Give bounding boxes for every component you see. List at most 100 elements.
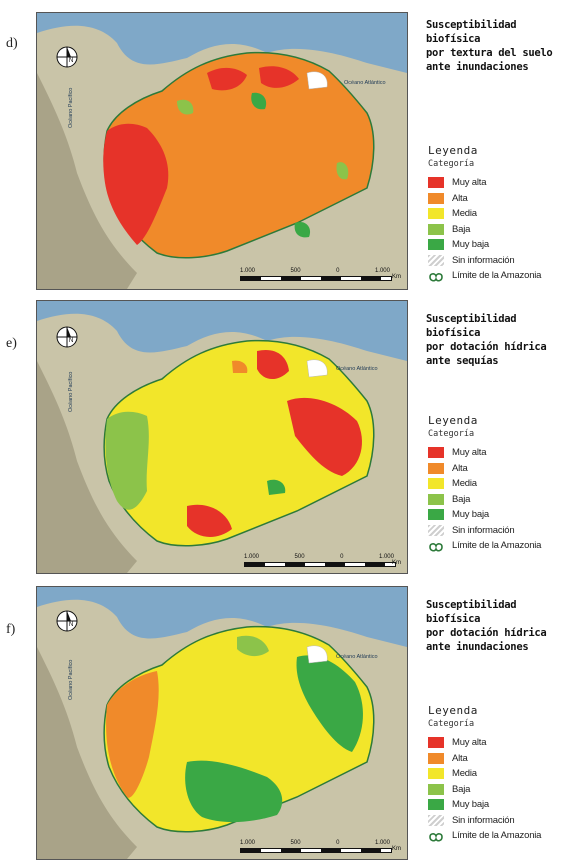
- legend-label: Sin información: [452, 524, 515, 536]
- boundary-outline-icon: [428, 270, 444, 282]
- swatch-alta: [428, 752, 444, 764]
- legend-item: Alta: [428, 191, 576, 207]
- north-arrow-icon: N: [56, 610, 78, 637]
- swatch-muy-baja: [428, 239, 444, 251]
- legend-title: Leyenda: [428, 704, 478, 717]
- map-textura-inundaciones: [36, 12, 408, 290]
- panel-letter: e): [6, 336, 17, 351]
- north-arrow-icon: N: [56, 46, 78, 73]
- panel-letter: f): [6, 622, 16, 637]
- legend-label: Media: [452, 478, 477, 490]
- boundary-outline-icon: [428, 830, 444, 842]
- panel-f: f) N Océano Atlántico Océano Pacífico 1.…: [0, 582, 578, 867]
- swatch-muy-alta: [428, 737, 444, 749]
- legend-label: Muy alta: [452, 447, 487, 459]
- legend-label: Sin información: [452, 814, 515, 826]
- svg-text:N: N: [69, 622, 73, 628]
- panel-e: e) N Océano Atlántico Océano Pacífico 1.…: [0, 296, 578, 579]
- scale-tick: 1.000: [374, 840, 390, 846]
- legend-title: Leyenda: [428, 414, 478, 427]
- legend-item: Muy baja: [428, 507, 576, 523]
- legend-label: Alta: [452, 192, 468, 204]
- legend-item: Baja: [428, 782, 576, 798]
- scale-unit: Km: [392, 560, 401, 566]
- swatch-baja: [428, 223, 444, 235]
- legend-subtitle: Categoría: [428, 159, 475, 169]
- legend-item: Sin información: [428, 253, 576, 269]
- swatch-media: [428, 208, 444, 220]
- legend-item: Muy baja: [428, 797, 576, 813]
- legend-label: Baja: [452, 783, 471, 795]
- ocean-atlantic-label: Océano Atlántico: [336, 366, 378, 372]
- legend-item: Límite de la Amazonia: [428, 828, 576, 844]
- map-dotacion-inundaciones: [36, 586, 408, 860]
- scale-tick: 1.000: [240, 840, 256, 846]
- swatch-muy-alta: [428, 447, 444, 459]
- amazon-region: [103, 339, 375, 547]
- map-canvas: [37, 587, 407, 859]
- legend-label: Sin información: [452, 254, 515, 266]
- scale-tick: 500: [294, 554, 305, 560]
- legend-label: Baja: [452, 493, 471, 505]
- legend-label: Muy baja: [452, 239, 489, 251]
- title-line: ante inundaciones: [426, 61, 529, 73]
- scale-bar-label: 1.000 500 0 1.000: [240, 840, 390, 846]
- legend-item: Muy alta: [428, 175, 576, 191]
- scale-unit: Km: [392, 846, 401, 852]
- scale-bar: [240, 848, 392, 853]
- ocean-pacific-label: Océano Pacífico: [68, 659, 74, 700]
- legend-label: Muy baja: [452, 509, 489, 521]
- legend-label: Límite de la Amazonia: [452, 270, 542, 282]
- scale-bar-label: 1.000 500 0 1.000: [240, 268, 390, 274]
- panel-letter: d): [6, 36, 18, 51]
- boundary-outline-icon: [428, 540, 444, 552]
- legend-label: Alta: [452, 752, 468, 764]
- legend-item: Alta: [428, 751, 576, 767]
- scale-bar-label: 1.000 500 0 1.000: [244, 554, 394, 560]
- scale-tick: 500: [290, 840, 301, 846]
- legend-item: Límite de la Amazonia: [428, 268, 576, 284]
- swatch-media: [428, 768, 444, 780]
- legend: Leyenda Categoría Muy alta Alta Media Ba…: [428, 704, 576, 844]
- legend-item: Sin información: [428, 813, 576, 829]
- panel-title: Susceptibilidad biofísica por dotación h…: [426, 598, 576, 654]
- ocean-atlantic-label: Océano Atlántico: [336, 654, 378, 660]
- map-canvas: [37, 301, 407, 573]
- legend: Leyenda Categoría Muy alta Alta Media Ba…: [428, 144, 576, 284]
- legend-item: Muy alta: [428, 735, 576, 751]
- scale-tick: 1.000: [244, 554, 260, 560]
- legend-item: Baja: [428, 492, 576, 508]
- legend-label: Límite de la Amazonia: [452, 540, 542, 552]
- ocean-pacific-label: Océano Pacífico: [68, 87, 74, 128]
- legend-label: Muy baja: [452, 799, 489, 811]
- legend-title: Leyenda: [428, 144, 478, 157]
- scale-unit: Km: [392, 274, 401, 280]
- svg-text:N: N: [69, 58, 73, 64]
- panel-title: Susceptibilidad biofísica por textura de…: [426, 18, 576, 74]
- swatch-muy-baja: [428, 509, 444, 521]
- legend-item: Muy baja: [428, 237, 576, 253]
- swatch-baja: [428, 493, 444, 505]
- legend-label: Baja: [452, 223, 471, 235]
- ocean-atlantic-label: Océano Atlántico: [344, 80, 386, 86]
- legend-item: Muy alta: [428, 445, 576, 461]
- panel-title: Susceptibilidad biofísica por dotación h…: [426, 312, 576, 368]
- hatch-swatch: [428, 254, 444, 266]
- swatch-alta: [428, 462, 444, 474]
- scale-tick: 1.000: [240, 268, 256, 274]
- title-line: ante sequías: [426, 355, 499, 367]
- title-line: Susceptibilidad biofísica: [426, 599, 517, 625]
- legend-item: Baja: [428, 222, 576, 238]
- title-line: ante inundaciones: [426, 641, 529, 653]
- scale-tick: 500: [290, 268, 301, 274]
- swatch-alta: [428, 192, 444, 204]
- hatch-swatch: [428, 814, 444, 826]
- scale-tick: 0: [336, 268, 340, 274]
- amazon-region: [103, 51, 375, 259]
- swatch-muy-alta: [428, 177, 444, 189]
- legend-item: Alta: [428, 461, 576, 477]
- legend-item: Media: [428, 206, 576, 222]
- legend-subtitle: Categoría: [428, 719, 475, 729]
- map-dotacion-sequias: [36, 300, 408, 574]
- legend-label: Media: [452, 768, 477, 780]
